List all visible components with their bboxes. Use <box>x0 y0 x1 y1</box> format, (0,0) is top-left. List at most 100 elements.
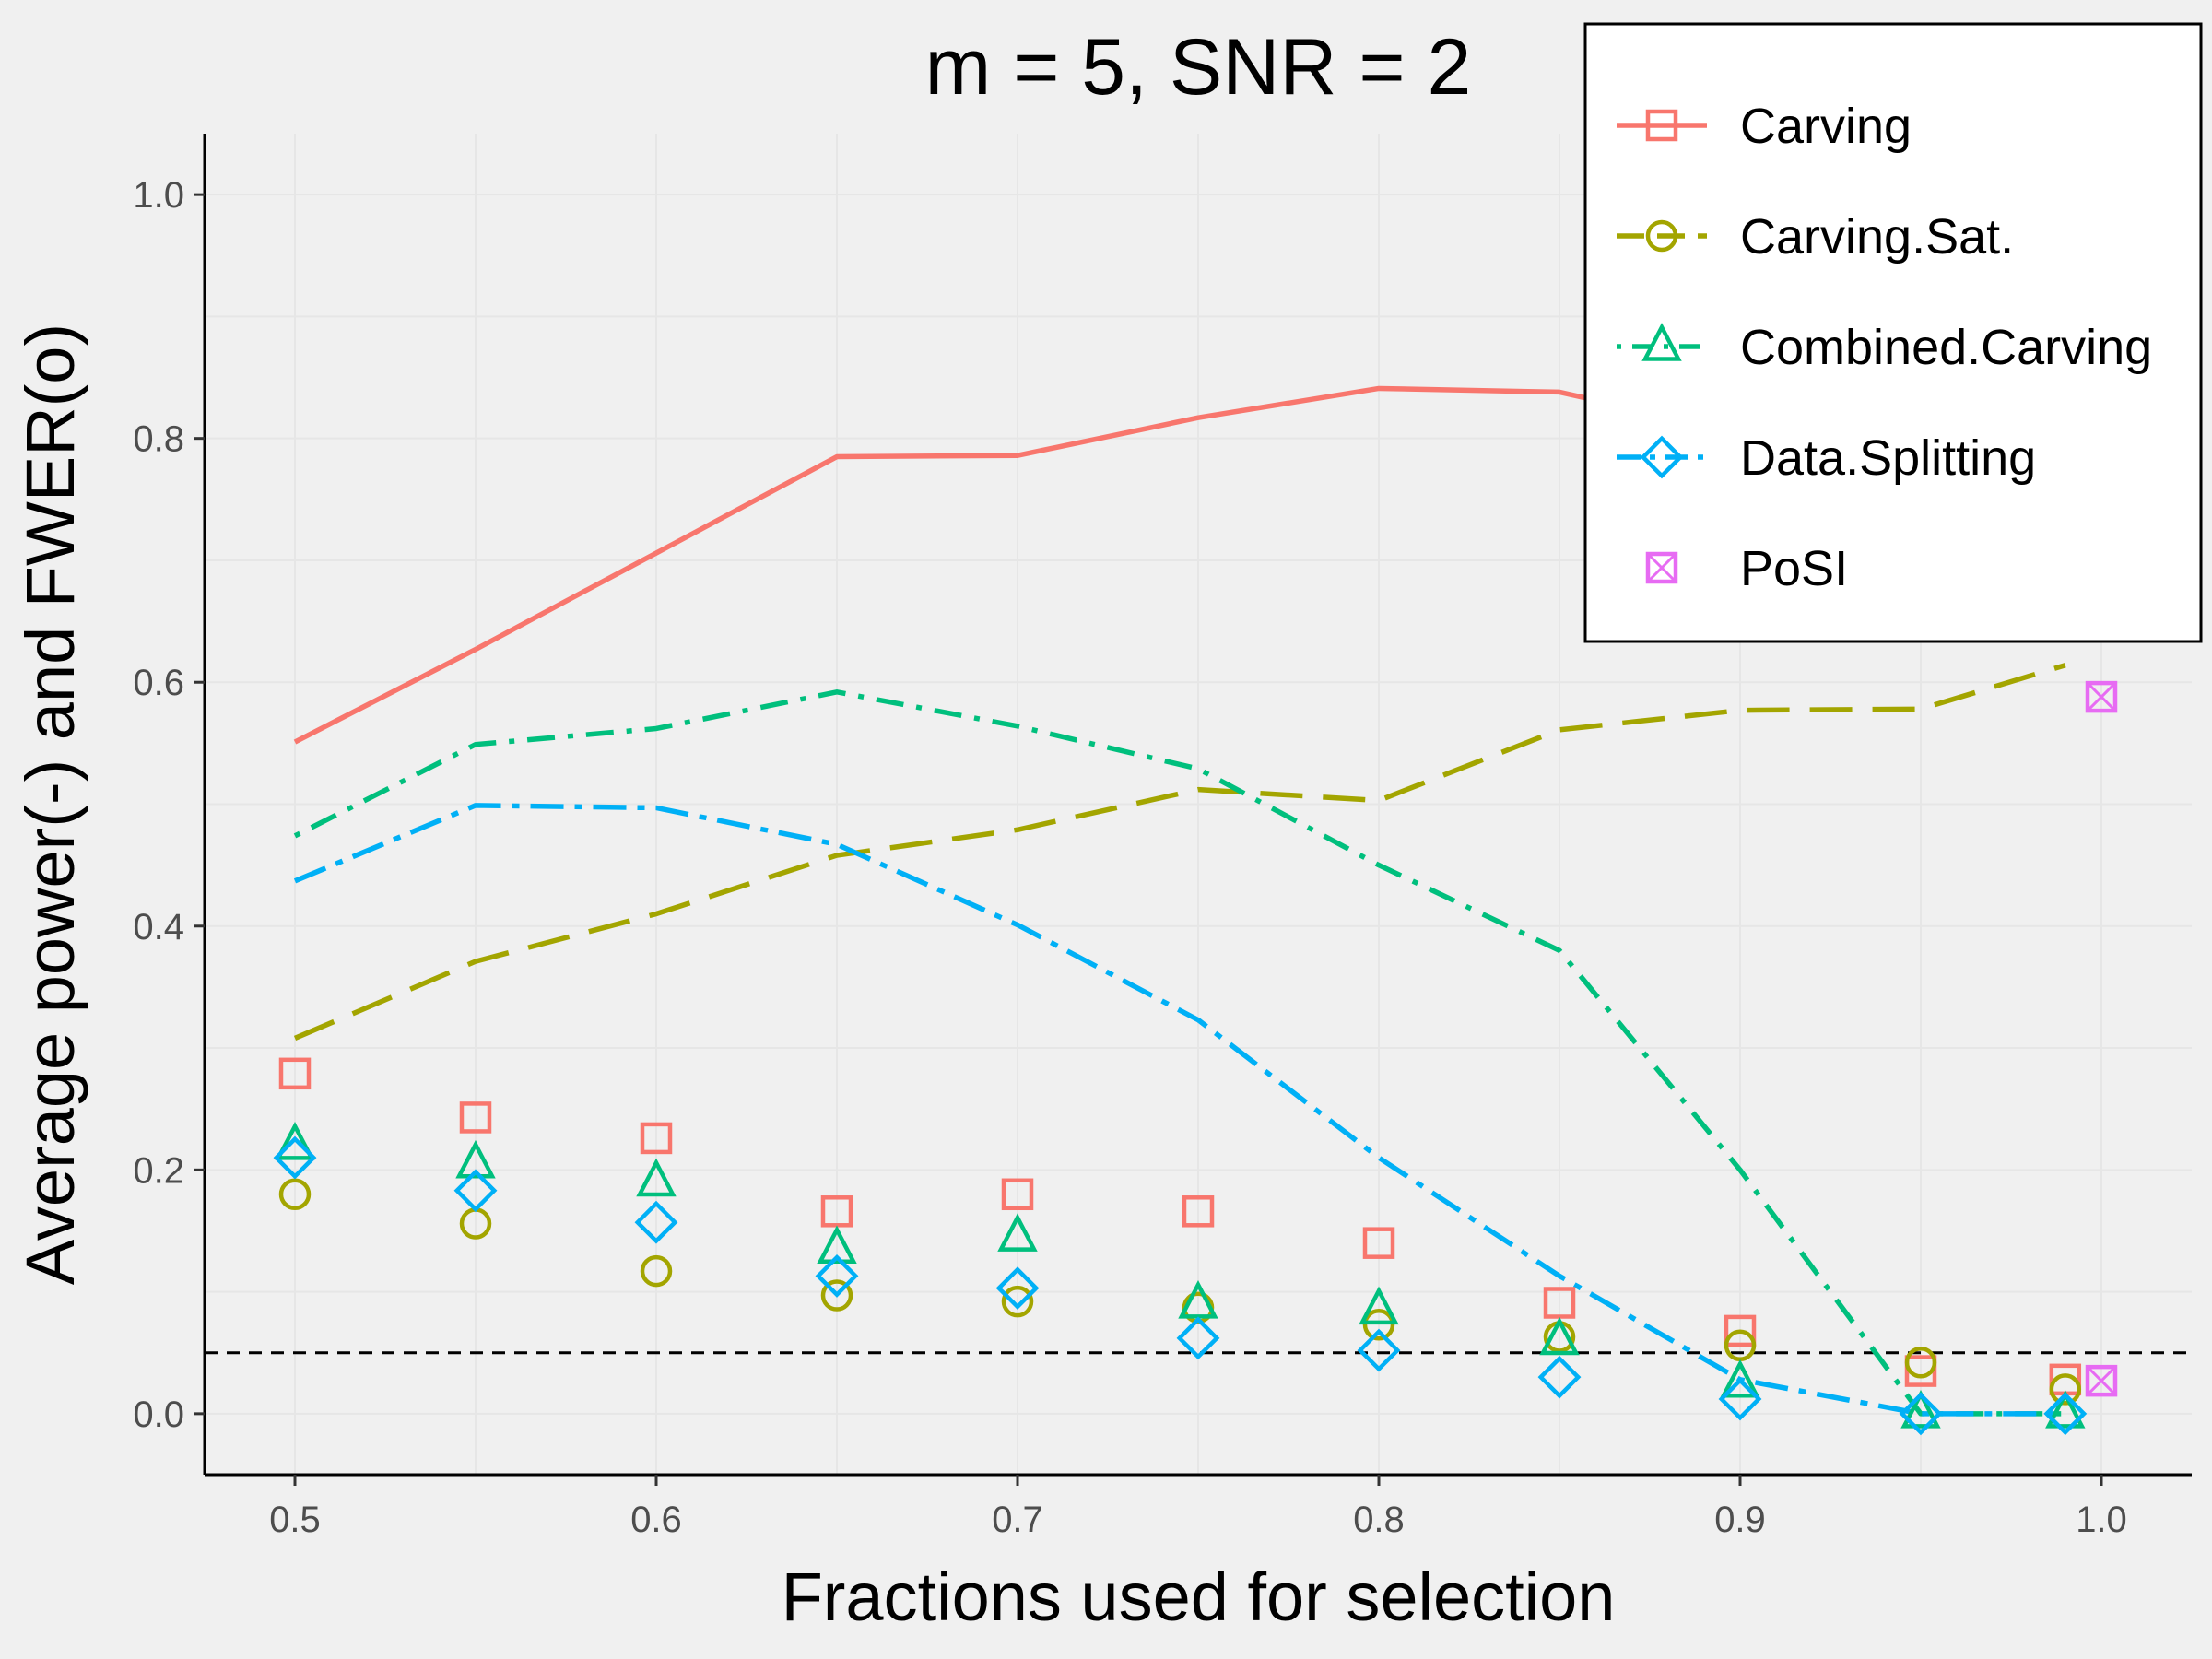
combined-carving-fwer-point <box>2045 1389 2086 1429</box>
triangle-marker <box>455 1139 496 1179</box>
square-marker <box>1543 1287 1576 1319</box>
legend: Carving Carving.Sat. Combined.Carving Data.… <box>1583 22 2203 643</box>
data-splitting-fwer-point <box>1899 1392 1943 1436</box>
y-tick-label: 1.0 <box>133 175 184 216</box>
circle-marker <box>1724 1329 1757 1362</box>
triangle-marker <box>636 1158 677 1197</box>
combined-carving-fwer-point <box>1359 1286 1399 1325</box>
combined-carving-fwer-point <box>1539 1316 1580 1356</box>
carving-sat-fwer-point <box>1001 1285 1034 1318</box>
combined-carving-fwer-point <box>275 1121 315 1160</box>
series-points <box>273 680 2118 1436</box>
circle-marker <box>640 1254 673 1288</box>
combined-carving-fwer-point <box>817 1225 857 1265</box>
legend-label: Combined.Carving <box>1740 320 2152 375</box>
carving-fwer-point <box>459 1101 492 1134</box>
boxcross-marker <box>2085 680 2118 713</box>
data-splitting-fwer-point <box>634 1200 678 1244</box>
diamond-marker <box>634 1200 678 1244</box>
carving-fwer-point <box>1904 1355 1937 1387</box>
boxcross-marker <box>1645 551 1678 584</box>
square-marker <box>1645 109 1678 142</box>
legend-key-marker <box>1645 551 1678 584</box>
boxcross-stroke <box>2086 682 2117 712</box>
diamond-marker <box>1176 1316 1220 1360</box>
boxcross-marker <box>2085 1364 2118 1397</box>
legend-key-marker <box>1645 219 1678 253</box>
tick-labels: 0.0 0.2 0.4 0.6 0.8 1.0 0.5 0.6 0.7 0.8 0.9 1.0 <box>133 175 2126 1540</box>
carving-fwer-point <box>1001 1178 1034 1211</box>
square-marker <box>1182 1195 1215 1228</box>
triangle-marker <box>1641 323 1682 361</box>
carving-sat-fwer-point <box>1904 1347 1937 1379</box>
combined-carving-fwer-point <box>997 1213 1038 1252</box>
y-tick-label: 0.6 <box>133 663 184 703</box>
boxcross-stroke <box>2086 1366 2117 1396</box>
combined-carving-fwer-point <box>1900 1389 1941 1429</box>
data-splitting-fwer-point <box>273 1135 317 1180</box>
combined-carving-fwer-point <box>455 1139 496 1179</box>
diamond-marker <box>1537 1355 1582 1399</box>
square-marker <box>1724 1314 1757 1347</box>
carving-fwer-point <box>278 1057 312 1090</box>
legend-item-data-splitting: Data.Splitting <box>1617 430 2036 486</box>
diamond-marker <box>1899 1392 1943 1436</box>
triangle-marker <box>1359 1286 1399 1325</box>
data-splitting-fwer-point <box>453 1169 498 1213</box>
legend-label: PoSI <box>1740 541 1848 596</box>
triangle-marker <box>1720 1359 1760 1398</box>
diamond-marker <box>273 1135 317 1180</box>
data-splitting-fwer-point <box>1176 1316 1220 1360</box>
x-tick-label: 1.0 <box>2076 1500 2127 1540</box>
carving-sat-fwer-point <box>1724 1329 1757 1362</box>
square-marker <box>459 1101 492 1134</box>
circle-marker <box>1645 219 1678 253</box>
data-splitting-fwer-point <box>995 1266 1040 1311</box>
legend-key-marker <box>1640 435 1684 479</box>
triangle-marker <box>817 1225 857 1265</box>
circle-marker <box>820 1279 853 1312</box>
chart-title: m = 5, SNR = 2 <box>925 23 1472 112</box>
axes <box>194 134 2192 1486</box>
diamond-marker <box>453 1169 498 1213</box>
circle-marker <box>1904 1347 1937 1379</box>
combined-carving-fwer-point <box>1720 1359 1760 1398</box>
data-splitting-fwer-point <box>1357 1328 1401 1372</box>
diamond-marker <box>1640 435 1684 479</box>
carving-fwer-point <box>1724 1314 1757 1347</box>
posi-point <box>2085 1364 2118 1397</box>
data-splitting-fwer-point <box>2043 1392 2088 1436</box>
x-tick-label: 0.7 <box>992 1500 1043 1540</box>
x-tick-label: 0.6 <box>630 1500 682 1540</box>
square-marker <box>820 1195 853 1228</box>
legend-key-marker <box>1645 109 1678 142</box>
y-tick-label: 0.0 <box>133 1394 184 1435</box>
square-marker <box>1362 1227 1395 1259</box>
circle-marker <box>1001 1285 1034 1318</box>
y-tick-label: 0.2 <box>133 1150 184 1191</box>
legend-label: Carving.Sat. <box>1740 209 2014 265</box>
triangle-marker <box>275 1121 315 1160</box>
carving-fwer-point <box>640 1122 673 1155</box>
square-marker <box>278 1057 312 1090</box>
y-axis-title: Average power(-) and FWER(o) <box>12 324 88 1285</box>
combined-carving-fwer-point <box>636 1158 677 1197</box>
carving-sat-fwer-point <box>2049 1373 2082 1406</box>
triangle-marker <box>2045 1389 2086 1429</box>
y-tick-label: 0.8 <box>133 419 184 460</box>
square-marker <box>1001 1178 1034 1211</box>
triangle-marker <box>1900 1389 1941 1429</box>
x-tick-label: 0.9 <box>1714 1500 1766 1540</box>
square-marker <box>1904 1355 1937 1387</box>
carving-sat-power-line <box>293 663 2066 1041</box>
boxcross-stroke <box>1646 552 1677 583</box>
combined-carving-fwer-point <box>1178 1279 1218 1319</box>
diamond-marker <box>1357 1328 1401 1372</box>
circle-marker <box>278 1178 312 1211</box>
data-splitting-fwer-point <box>1718 1377 1762 1421</box>
combined-carving-power-line <box>293 689 2065 1417</box>
carving-fwer-point <box>1543 1287 1576 1319</box>
diamond-marker <box>995 1266 1040 1311</box>
carving-sat-fwer-point <box>640 1254 673 1288</box>
